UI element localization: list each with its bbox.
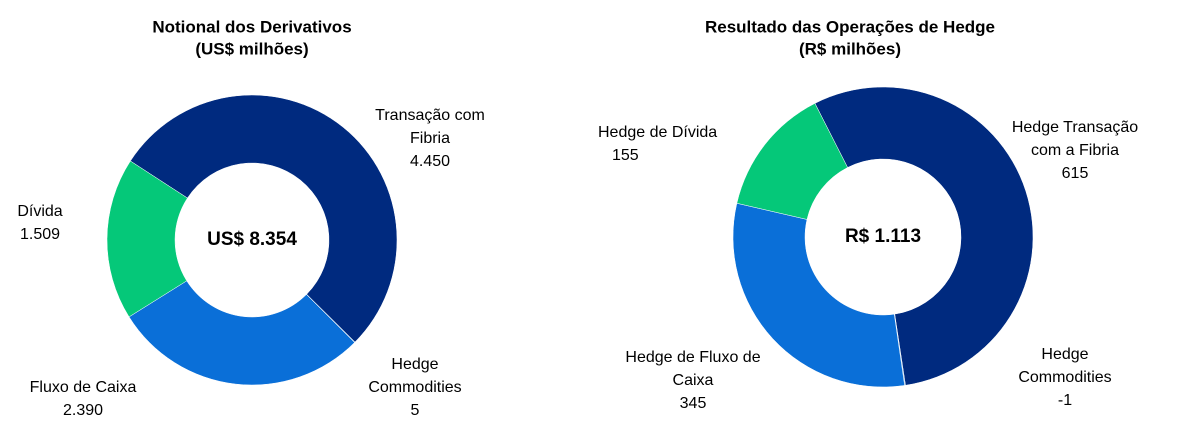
slice-label: Transação com Fibria 4.450 — [375, 104, 485, 173]
value-label: 1.509 — [19, 226, 61, 243]
slice-label: Hedge de Dívida 155 — [598, 121, 758, 167]
value-label: 615 — [1061, 165, 1089, 182]
slice-label: Fluxo de Caixa 2.390 — [3, 376, 163, 421]
slice-label: Hedge de Fluxo de Caixa 345 — [623, 346, 763, 415]
category-label: Dívida — [17, 203, 63, 220]
category-label: Hedge de Dívida — [598, 124, 718, 141]
donut-slice — [814, 86, 1034, 386]
chart-subtitle: (R$ milhões) — [799, 39, 901, 58]
donut-slice — [736, 103, 848, 220]
slice-label: Hedge Transação com a Fibria 615 — [995, 116, 1155, 185]
category-label: Hedge Commodities — [1018, 346, 1112, 386]
value-label: 2.390 — [62, 402, 104, 419]
category-label: Hedge Transação com a Fibria — [1011, 119, 1139, 159]
donut-slice — [732, 202, 905, 388]
center-label: US$ 8.354 — [207, 229, 297, 250]
value-label: 4.450 — [409, 153, 451, 170]
chart-title: Resultado das Operações de Hedge — [705, 17, 995, 36]
donut-slice — [128, 280, 355, 386]
category-label: Hedge Commodities — [368, 356, 462, 396]
chart-subtitle: (US$ milhões) — [195, 39, 308, 58]
slice-label: Hedge Commodities -1 — [1010, 343, 1120, 412]
donut-slice — [130, 94, 398, 343]
slice-label: Dívida 1.509 — [0, 200, 80, 246]
category-label: Fluxo de Caixa — [29, 379, 137, 396]
value-label: 5 — [410, 402, 420, 419]
category-label: Hedge de Fluxo de Caixa — [625, 349, 761, 389]
donut-slice — [106, 160, 188, 318]
center-label: R$ 1.113 — [845, 226, 921, 247]
category-label: Transação com Fibria — [375, 107, 485, 147]
value-label: -1 — [1057, 392, 1073, 409]
slice-label: Hedge Commodities 5 — [360, 353, 470, 421]
value-label: 155 — [612, 147, 639, 164]
value-label: 345 — [679, 395, 707, 412]
chart-title: Notional dos Derivativos — [152, 17, 351, 36]
